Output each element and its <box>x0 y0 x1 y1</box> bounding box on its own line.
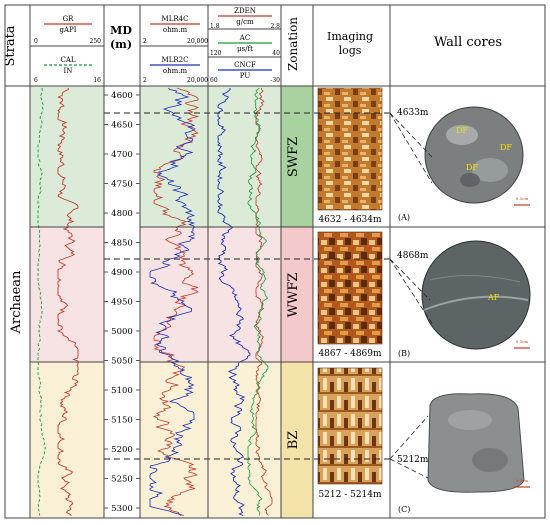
cal-unit: IN <box>64 67 73 75</box>
zone-bg-swfz <box>30 86 281 227</box>
core-image-c <box>427 393 525 493</box>
zone-bg-bz <box>30 362 281 518</box>
imaging-log-2 <box>317 231 383 345</box>
core-c-depth: 5212m <box>397 455 429 465</box>
depth-tick-label: 5200 <box>111 445 133 455</box>
core-image-a <box>424 106 524 204</box>
cal-max: 16 <box>93 77 101 84</box>
core-image-b <box>421 240 531 350</box>
zone-label-swfz: SWFZ <box>286 137 301 177</box>
mlr4c-min: 2 <box>143 38 147 45</box>
gr-min: 0 <box>34 38 38 45</box>
core-b-label-1: AF <box>487 293 500 302</box>
core-b-depth: 4868m <box>397 251 429 261</box>
gr-unit: gAPI <box>59 26 76 34</box>
depth-tick-label: 4650 <box>111 121 133 131</box>
ac-label: AC <box>239 34 250 42</box>
depth-tick-label: 5000 <box>111 327 133 337</box>
core-a-label-1: DF <box>456 126 468 135</box>
cal-curve <box>37 88 46 516</box>
zden-unit: g/cm <box>236 18 254 26</box>
mlr2c-label: MLR2C <box>162 56 189 64</box>
mlr2c-min: 2 <box>143 77 147 84</box>
table-grid <box>4 4 546 519</box>
mlr2c-max: 20,000 <box>187 77 208 84</box>
imaging-log-3 <box>317 367 383 485</box>
mlr2c-unit: ohm.m <box>163 67 188 75</box>
core-a-label-2: DF <box>500 143 512 152</box>
cncf-label: CNCF <box>234 61 256 69</box>
depth-tick-label: 5250 <box>111 475 133 485</box>
imaging-caption-3: 5212 - 5214m <box>318 490 382 500</box>
zden-label: ZDEN <box>234 7 256 15</box>
depth-tick-label: 4700 <box>111 150 133 160</box>
imaging-caption-1: 4632 - 4634m <box>318 215 382 225</box>
core-a-tag: (A) <box>398 213 410 222</box>
md-column-bg <box>104 86 140 518</box>
zden-max: 2.8 <box>270 23 280 30</box>
core-a-depth: 4633m <box>397 108 429 118</box>
depth-tick-label: 5100 <box>111 386 133 396</box>
depth-tick-label: 5050 <box>111 357 133 367</box>
log-curves <box>37 87 273 516</box>
core-c-scale: 0.5cm <box>516 478 529 483</box>
cncf-curve <box>217 87 251 516</box>
gr-max: 250 <box>90 38 102 45</box>
depth-tick-label: 5300 <box>111 504 133 514</box>
md-header: MD <box>110 24 132 37</box>
depth-tick-label: 4800 <box>111 209 133 219</box>
core-c-tag: (C) <box>398 505 410 514</box>
depth-ticks: 4600 4650 4700 4750 4800 4850 4900 4950 5000 5050… <box>104 91 140 514</box>
zden-min: 1.8 <box>210 23 220 30</box>
gr-curve <box>56 87 79 516</box>
imaging-header-2: logs <box>339 44 362 57</box>
mlr4c-unit: ohm.m <box>163 26 188 34</box>
core-b-scale: 0.5cm <box>516 339 529 344</box>
zone-bar-swfz <box>281 86 313 227</box>
cncf-min: 60 <box>210 77 218 84</box>
strata-archaean: Archaean <box>9 270 24 334</box>
core-b-tag: (B) <box>398 349 410 358</box>
cal-label: CAL <box>60 56 75 64</box>
zone-bar-wwfz <box>281 227 313 362</box>
depth-tick-label: 4850 <box>111 239 133 249</box>
md-unit: (m) <box>110 38 132 51</box>
depth-tick-label: 4750 <box>111 180 133 190</box>
zden-curve <box>255 87 273 516</box>
depth-tick-label: 4900 <box>111 268 133 278</box>
gr-label: GR <box>63 15 75 23</box>
ac-curve <box>247 87 269 516</box>
mlr4c-label: MLR4C <box>162 15 189 23</box>
strata-header: Strata <box>3 25 18 66</box>
zone-label-wwfz: WWFZ <box>286 273 301 318</box>
zone-label-bz: BZ <box>286 431 301 450</box>
ac-unit: μs/ft <box>237 45 253 53</box>
ac-max: 40 <box>272 50 280 57</box>
cal-min: 6 <box>34 77 38 84</box>
imaging-header: Imaging <box>327 30 373 43</box>
zonation-header: Zonation <box>286 17 300 71</box>
imaging-log-1 <box>317 87 383 211</box>
core-a-label-3: DF <box>466 163 478 172</box>
ac-min: 120 <box>210 50 222 57</box>
cncf-unit: PU <box>240 72 251 80</box>
cncf-max: -30 <box>270 77 280 84</box>
imaging-caption-2: 4867 - 4869m <box>318 349 382 359</box>
depth-tick-label: 5150 <box>111 416 133 426</box>
depth-tick-label: 4950 <box>111 298 133 308</box>
depth-tick-label: 4600 <box>111 91 133 101</box>
mlr2c-curve <box>149 87 196 516</box>
zone-bg-wwfz <box>30 227 281 362</box>
zone-bar-bz <box>281 362 313 518</box>
wallcores-header: Wall cores <box>434 35 502 50</box>
mlr4c-max: 20,000 <box>187 38 208 45</box>
core-a-scale: 0.5cm <box>516 196 529 201</box>
